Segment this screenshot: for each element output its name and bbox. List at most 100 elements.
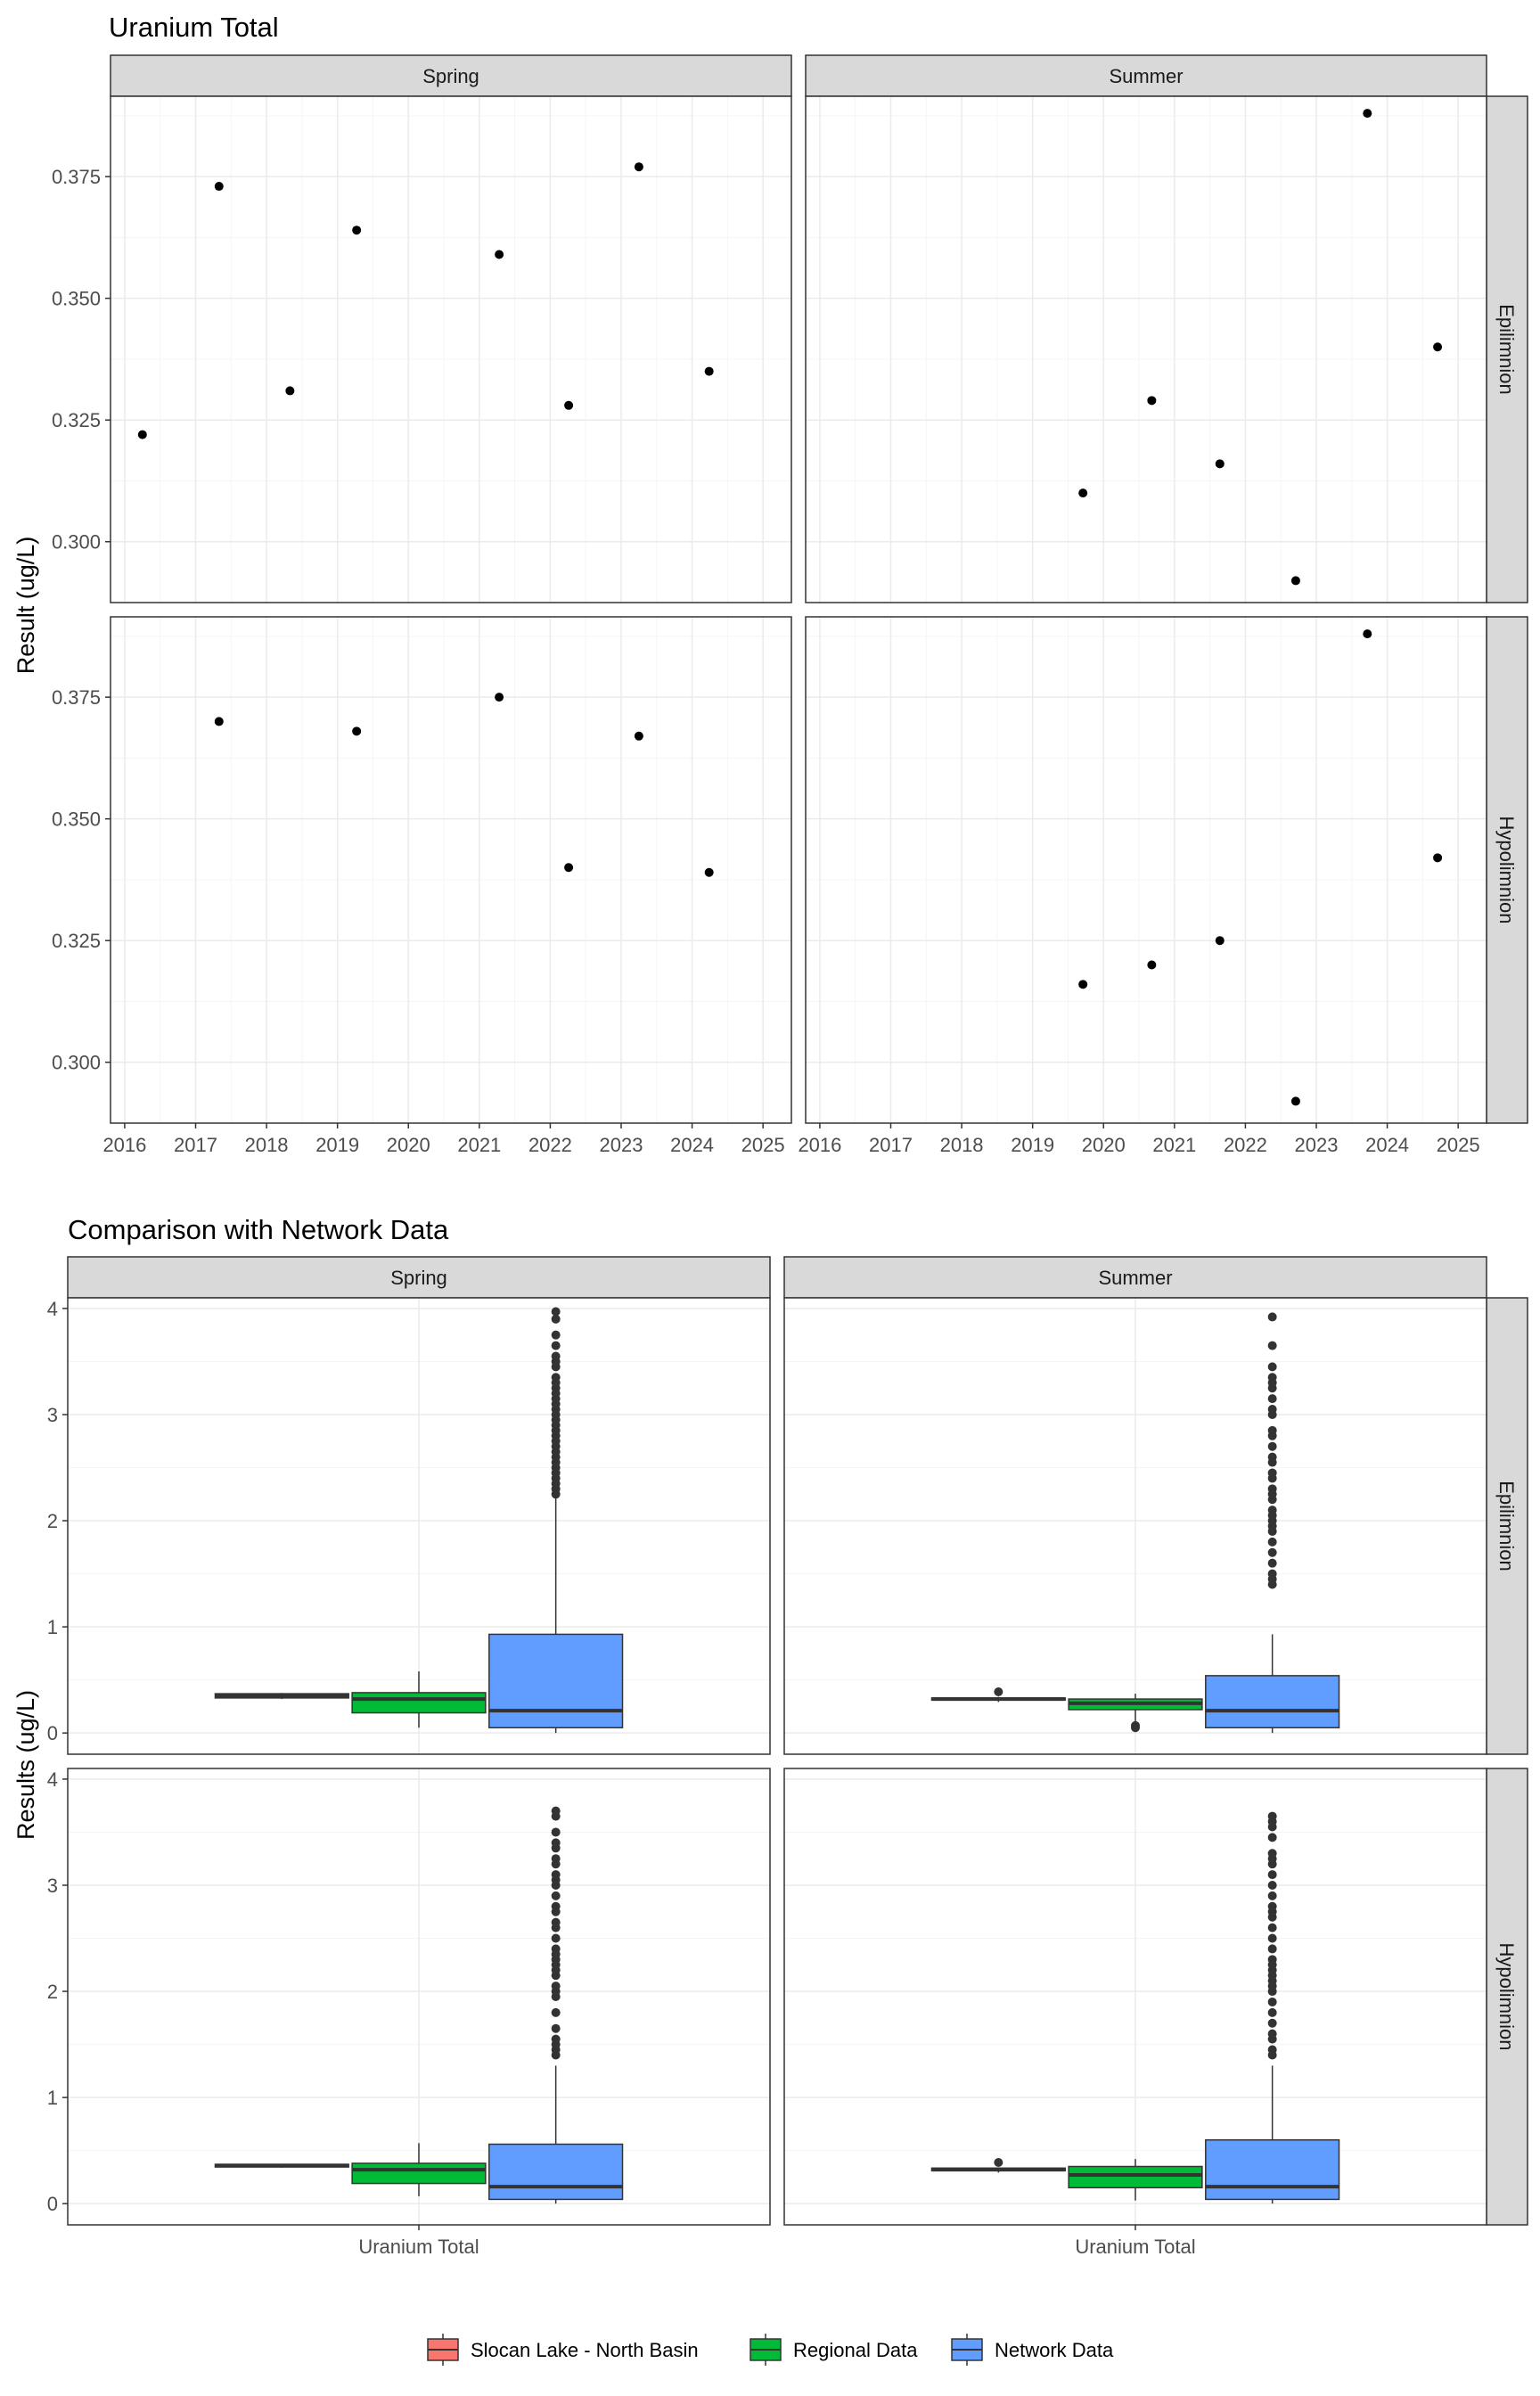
data-point: [214, 717, 224, 726]
chart2-strip-spring: Spring: [390, 1267, 447, 1289]
x-tick-label: 2018: [940, 1134, 984, 1156]
data-point: [285, 386, 295, 396]
x-tick-label: 2021: [1152, 1134, 1196, 1156]
data-point: [214, 182, 224, 192]
box-iqr: [488, 1633, 624, 1728]
y-tick-label: 3: [47, 1404, 58, 1426]
y-tick-label: 0.375: [52, 166, 101, 188]
y-tick-label: 3: [47, 1875, 58, 1897]
box-iqr: [1205, 1675, 1340, 1728]
outlier-point: [551, 1917, 561, 1927]
x-tick-label: 2020: [387, 1134, 430, 1156]
x-tick-label: 2018: [245, 1134, 289, 1156]
outlier-point: [1267, 2007, 1277, 2017]
box-iqr: [351, 2162, 487, 2185]
chart1-panels: Spring Summer Epilimnion Hypolimnion 0.300 0.…: [52, 54, 1528, 1156]
box-iqr: [1068, 2165, 1203, 2189]
outlier-point: [1267, 1362, 1277, 1372]
chart1-summer-epilimnion-panel-border: [805, 95, 1487, 603]
y-tick-label: 0.300: [52, 531, 101, 554]
outlier-point: [551, 1827, 561, 1837]
outlier-point: [551, 1854, 561, 1864]
outlier-point: [1267, 1944, 1277, 1954]
outlier-point: [1267, 1901, 1277, 1911]
outlier-point: [1267, 1955, 1277, 1965]
outlier-point: [551, 1891, 561, 1900]
chart2-strip-summer-bg: [783, 1256, 1487, 1299]
chart1-summer-epilimnion-panel-bg: [806, 96, 1487, 603]
outlier-point: [551, 1314, 561, 1324]
chart1-summer-hypolimnion-panel-bg: [806, 617, 1487, 1123]
chart1-strip-hypolimnion-bg: [1486, 616, 1528, 1124]
chart1-spring-epilimnion-panel-bg: [111, 96, 791, 603]
y-tick-label: 4: [47, 1298, 58, 1320]
y-tick-label: 2: [47, 1510, 58, 1532]
data-point: [1433, 853, 1443, 863]
x-tick-label: Uranium Total: [1075, 2236, 1195, 2258]
x-tick-label: 2016: [798, 1134, 841, 1156]
data-point: [137, 430, 147, 439]
x-tick-label: 2020: [1082, 1134, 1126, 1156]
outlier-point: [1267, 1870, 1277, 1880]
outlier-point: [551, 2023, 561, 2033]
outlier-point: [994, 1686, 1003, 1696]
data-point: [564, 863, 574, 873]
x-tick-label: Uranium Total: [358, 2236, 479, 2258]
outlier-point: [1267, 1441, 1277, 1451]
outlier-point: [551, 1944, 561, 1954]
box-iqr: [351, 1692, 487, 1714]
data-point: [1290, 1096, 1300, 1106]
chart2-strip-epilimnion-bg: [1486, 1297, 1528, 1755]
x-tick-label: 2019: [1011, 1134, 1054, 1156]
chart2-strip-spring-bg: [67, 1256, 771, 1299]
data-point: [495, 250, 504, 259]
x-tick-label: 2021: [457, 1134, 501, 1156]
outlier-point: [1267, 1880, 1277, 1890]
outlier-point: [1267, 1833, 1277, 1842]
chart1-strip-hypolimnion: Hypolimnion: [1495, 816, 1518, 923]
outlier-point: [551, 1341, 561, 1350]
y-tick-label: 0: [47, 2193, 58, 2215]
chart1-strip-epilimnion: Epilimnion: [1495, 304, 1518, 395]
data-point: [564, 400, 574, 410]
x-tick-label: 2023: [1295, 1134, 1339, 1156]
data-point: [1363, 109, 1372, 119]
chart1-strip-epilimnion-bg: [1486, 95, 1528, 603]
outlier-point: [551, 1901, 561, 1911]
data-point: [495, 693, 504, 702]
chart1-summer-hypolimnion-panel-border: [805, 616, 1487, 1124]
chart1-spring-hypolimnion-panel-bg: [111, 617, 791, 1123]
outlier-point: [1267, 2018, 1277, 2028]
x-tick-label: 2019: [315, 1134, 359, 1156]
data-point: [634, 731, 643, 741]
outlier-point: [1267, 1923, 1277, 1932]
outlier-point: [1267, 1997, 1277, 2006]
chart2-strip-summer: Summer: [1098, 1267, 1172, 1289]
chart2-title: Comparison with Network Data: [68, 1214, 449, 1245]
outlier-point: [551, 1933, 561, 1943]
x-tick-label: 2017: [869, 1134, 913, 1156]
x-tick-label: 2023: [600, 1134, 643, 1156]
y-tick-label: 2: [47, 1981, 58, 2003]
chart2-strip-epilimnion: Epilimnion: [1495, 1481, 1518, 1571]
data-point: [352, 726, 362, 736]
data-point: [1290, 576, 1300, 586]
outlier-point: [1267, 1547, 1277, 1557]
outlier-point: [1267, 1484, 1277, 1494]
data-point: [352, 226, 362, 235]
chart1-strip-summer-bg: [805, 54, 1487, 97]
outlier-point: [1267, 1506, 1277, 1515]
data-point: [1078, 980, 1088, 989]
outlier-point: [551, 1870, 561, 1880]
outlier-point: [1267, 1425, 1277, 1435]
data-point: [704, 867, 714, 877]
data-point: [1078, 488, 1088, 498]
legend: Slocan Lake - North Basin Regional Data Ne…: [427, 2334, 1114, 2366]
outlier-point: [551, 1806, 561, 1816]
chart2-y-axis-label: Results (ug/L): [12, 1690, 39, 1840]
box-iqr: [488, 2143, 624, 2201]
y-tick-label: 0.325: [52, 409, 101, 431]
outlier-point: [551, 2034, 561, 2044]
chart2-panels: Spring Summer Epilimnion Hypolimnion 0 1 2 3 4 0 1…: [47, 1256, 1528, 2258]
